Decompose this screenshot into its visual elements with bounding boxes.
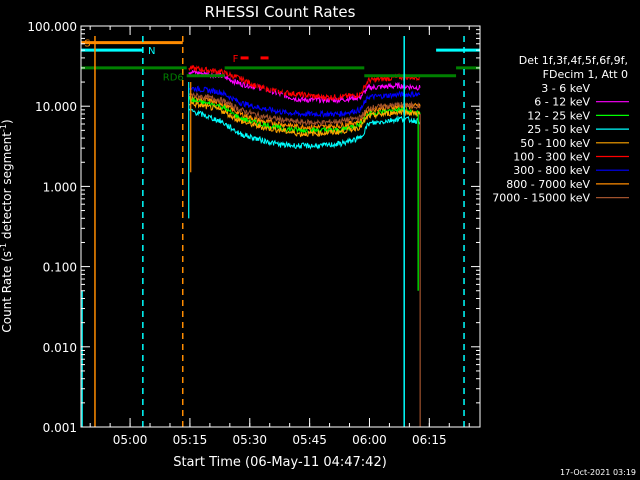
- annotation-n: N: [148, 46, 155, 57]
- series-line-25-50-kev: [188, 106, 421, 150]
- legend-label-300-800-kev: 300 - 800 keV: [513, 164, 590, 177]
- y-tick-label: 0.010: [43, 341, 77, 355]
- x-tick-label: 05:30: [232, 433, 267, 447]
- series-spike-3-6-kev-2: [270, 78, 273, 100]
- x-tick-label: 06:00: [352, 433, 387, 447]
- series-line-6-12-kev: [188, 68, 421, 104]
- y-axis-label: Count Rate (s-1 detector segment-1): [0, 119, 14, 332]
- annotation-f: F: [233, 54, 239, 65]
- legend-label-100-300-kev: 100 - 300 keV: [513, 151, 590, 164]
- legend-label-3-6-kev: 3 - 6 keV: [541, 82, 590, 95]
- series-spike-3-6-kev-3: [276, 78, 279, 100]
- series-line-50-100-kev: [188, 100, 421, 138]
- legend-header-line-1: Det 1f,3f,4f,5f,6f,9f,: [519, 54, 628, 67]
- annotation-s: S: [84, 39, 90, 50]
- x-axis-label: Start Time (06-May-11 04:47:42): [173, 455, 387, 470]
- series-spike-3-6-kev-4: [281, 78, 285, 100]
- y-tick-label: 10.000: [35, 100, 77, 114]
- legend-label-800-7000-kev: 800 - 7000 keV: [506, 178, 590, 191]
- legend-label-12-25-kev: 12 - 25 keV: [527, 109, 590, 122]
- series-line-100-300-kev: [188, 64, 421, 102]
- series-spike-3-6-kev-0: [256, 78, 259, 100]
- series-line-300-800-kev: [188, 85, 421, 118]
- legend-header-line-2: FDecim 1, Att 0: [543, 68, 628, 81]
- y-tick-label: 0.001: [43, 421, 77, 435]
- y-axis-label-close: ): [0, 119, 14, 124]
- x-tick-label: 06:15: [412, 433, 447, 447]
- legend: Det 1f,3f,4f,5f,6f,9f, FDecim 1, Att 0 3…: [492, 54, 629, 205]
- annotation-rd6: RD6: [163, 73, 184, 84]
- legend-label-50-100-kev: 50 - 100 keV: [520, 137, 590, 150]
- y-axis-label-mid: detector segment: [0, 132, 14, 243]
- legend-label-25-50-kev: 25 - 50 keV: [527, 123, 590, 136]
- series-line-7000-15000-kev: [188, 91, 421, 127]
- legend-label-7000-15000-kev: 7000 - 15000 keV: [492, 192, 590, 205]
- legend-label-6-12-kev: 6 - 12 keV: [534, 96, 590, 109]
- y-axis-label-sup: -1: [0, 243, 8, 251]
- y-tick-label: 1.000: [43, 180, 77, 194]
- plot-frame: [80, 25, 481, 428]
- chart-title: RHESSI Count Rates: [205, 3, 356, 21]
- x-tick-label: 05:00: [113, 433, 148, 447]
- y-tick-label: 100.000: [27, 20, 77, 34]
- y-axis-label-main: Count Rate (s: [0, 251, 14, 333]
- series-spike-3-6-kev-1: [264, 78, 267, 100]
- footer-timestamp: 17-Oct-2021 03:19: [560, 468, 636, 477]
- x-tick-label: 05:45: [292, 433, 327, 447]
- x-tick-label: 05:15: [173, 433, 208, 447]
- y-axis-label-sup2: -1: [0, 124, 8, 132]
- y-tick-label: 0.100: [43, 261, 77, 275]
